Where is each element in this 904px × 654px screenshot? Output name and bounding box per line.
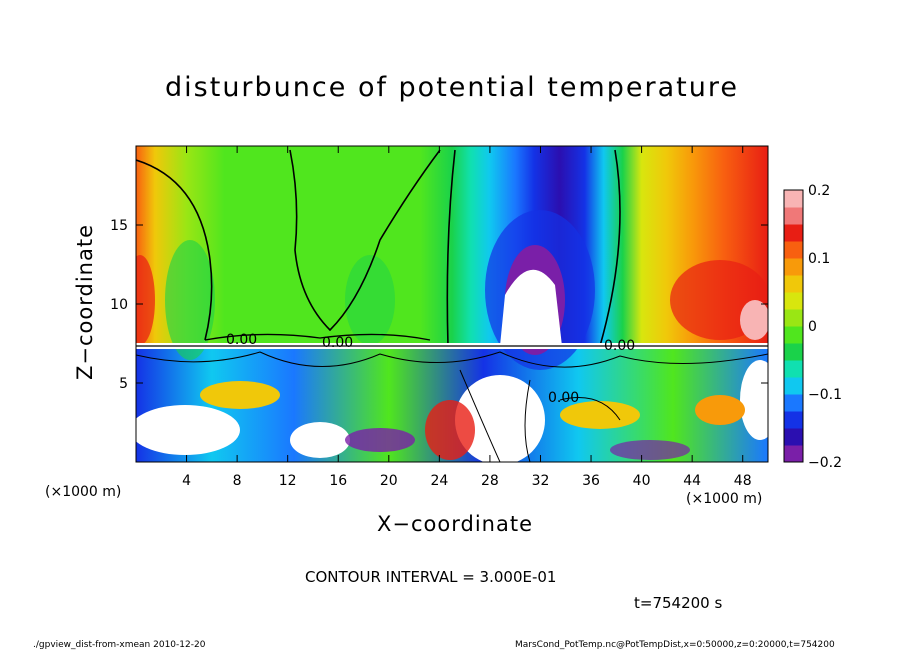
x-tick-label: 44 [683,473,701,489]
colorbar-swatch [784,207,803,225]
colorbar-tick-label: 0.2 [808,183,830,199]
colorbar-swatch [784,394,803,412]
y-tick-label: 5 [119,376,128,392]
contour-interval-note: CONTOUR INTERVAL = 3.000E-01 [305,568,557,586]
footer-right: MarsCond_PotTemp.nc@PotTempDist,x=0:5000… [515,640,835,650]
x-tick-label: 20 [380,473,398,489]
footer-left: ./gpview_dist-from-xmean 2010-12-20 [33,640,206,650]
x-tick-label: 8 [233,473,242,489]
contour-label: 0.00 [604,338,635,354]
x-axis-ticks: 4 8 12 16 20 24 28 32 36 40 44 48 [182,146,752,489]
x-tick-label: 12 [279,473,297,489]
colorbar-swatch [784,445,803,463]
colorbar-swatch [784,275,803,293]
colorbar-swatch [784,258,803,276]
x-tick-label: 16 [329,473,347,489]
colorbar-swatch [784,326,803,344]
x-tick-label: 4 [182,473,191,489]
colorbar-swatch [784,292,803,310]
colorbar-swatch [784,309,803,327]
chart-title: disturbunce of potential temperature [165,72,739,103]
colorbar-swatch [784,377,803,395]
contour-label: 0.00 [548,390,579,406]
colorbar-swatch [784,190,803,208]
colorbar-swatch [784,411,803,429]
y-tick-label: 10 [110,297,128,313]
colorbar-swatch [784,360,803,378]
colorbar-swatch [784,241,803,259]
colorbar-tick-label: 0 [808,319,817,335]
heatmap-field [136,146,768,462]
time-label: t=754200 s [634,594,723,612]
colorbar-swatch [784,343,803,361]
colorbar-tick-label: −0.1 [808,387,842,403]
x-tick-label: 40 [633,473,651,489]
contour-label: 0.00 [226,332,257,348]
colorbar-tick-label: −0.2 [808,455,842,471]
x-tick-label: 36 [582,473,600,489]
colorbar-ticks: 0.2 0.1 0 −0.1 −0.2 [808,183,842,471]
x-tick-label: 32 [532,473,550,489]
x-tick-label: 48 [734,473,752,489]
colorbar-swatch [784,224,803,242]
y-axis-label: Z−coordinate [73,224,97,380]
x-tick-label: 24 [430,473,448,489]
x-unit-right: (×1000 m) [686,491,763,507]
y-tick-label: 15 [110,218,128,234]
colorbar-tick-label: 0.1 [808,251,830,267]
contour-label: 0.00 [322,335,353,351]
y-axis-ticks: 5 10 15 [110,218,768,392]
x-tick-label: 28 [481,473,499,489]
colorbar [784,190,803,463]
x-axis-label: X−coordinate [377,512,533,536]
x-unit-left: (×1000 m) [45,484,122,500]
colorbar-swatch [784,428,803,446]
